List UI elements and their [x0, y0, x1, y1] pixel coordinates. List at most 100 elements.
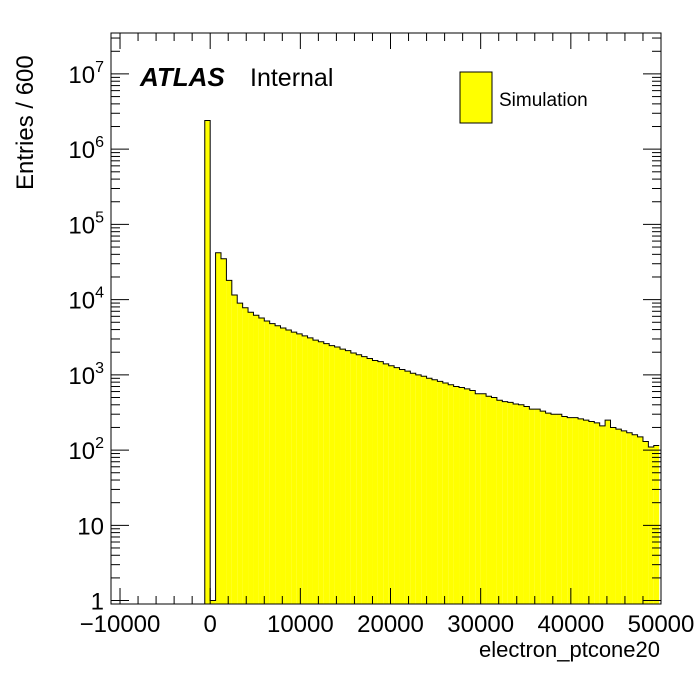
histogram-bar: [237, 303, 243, 604]
x-axis-label: electron_ptcone20: [479, 637, 660, 662]
histogram-bar: [221, 258, 227, 604]
histogram-bar: [496, 400, 503, 604]
histogram-bar: [464, 388, 470, 604]
histogram-bar: [653, 445, 660, 604]
histogram-bar: [626, 432, 633, 604]
histogram-bar: [431, 379, 438, 604]
histogram-bar: [583, 420, 589, 604]
histogram-bar: [264, 320, 270, 604]
histogram-bar: [350, 353, 357, 604]
histogram-bar: [253, 315, 259, 604]
legend-label: Simulation: [499, 90, 588, 111]
histogram-bar: [610, 427, 616, 604]
histogram-bar: [545, 413, 551, 604]
histogram-bar: [226, 280, 232, 604]
histogram-bar: [594, 422, 600, 604]
histogram-bar: [453, 386, 460, 604]
histogram-bar: [269, 323, 276, 604]
histogram-bar: [599, 425, 606, 604]
histogram-bar: [296, 333, 303, 604]
y-axis-label: Entries / 600: [12, 55, 39, 190]
histogram-bar: [415, 374, 422, 604]
histogram-bar: [410, 373, 416, 604]
histogram-bar: [340, 349, 346, 604]
x-tick-label: 40000: [537, 611, 604, 638]
x-tick-label: 10000: [267, 611, 334, 638]
histogram-bar: [302, 335, 308, 604]
x-tick-label: 30000: [447, 611, 514, 638]
y-tick-label: 107: [68, 59, 104, 89]
histogram-bar: [605, 420, 611, 604]
axis-ticks: [111, 33, 662, 604]
histogram-bar: [242, 307, 249, 604]
histogram-bar: [275, 325, 281, 604]
histogram-bar: [291, 332, 297, 604]
histogram-bar: [621, 430, 627, 604]
histogram-bar: [280, 327, 286, 604]
histogram-bar: [540, 411, 546, 604]
histogram-bar: [356, 354, 362, 604]
x-tick-label: 0: [204, 611, 217, 638]
histogram-bar: [361, 356, 368, 604]
y-tick-label: 105: [68, 209, 104, 239]
histogram-bar: [518, 404, 524, 604]
histogram-bar: [248, 312, 254, 604]
histogram-bar: [475, 393, 481, 604]
x-tick-labels: −10000 0 10000 20000 30000 40000 50000: [80, 611, 695, 638]
histogram-bar: [323, 343, 330, 604]
plot-frame: [110, 32, 662, 605]
histogram-bar: [394, 367, 400, 604]
y-tick-label: 103: [68, 360, 104, 390]
histogram-bar: [588, 421, 595, 604]
histogram-bar: [529, 409, 535, 604]
histogram-bar: [210, 600, 216, 604]
histogram-bar: [491, 397, 497, 604]
histogram-bar: [377, 361, 384, 604]
y-tick-label: 10: [77, 513, 104, 540]
histogram-bar: [567, 417, 573, 604]
histogram-bar: [307, 337, 313, 604]
histogram-bar: [372, 360, 378, 604]
legend: Simulation: [459, 71, 588, 124]
histogram-bar: [523, 406, 530, 604]
histogram-bar: [486, 396, 492, 604]
histogram-bar: [285, 329, 292, 604]
histogram-bar: [513, 403, 519, 604]
histogram-bar: [637, 436, 643, 604]
histogram-bar: [572, 417, 579, 604]
histogram-bar: [442, 382, 449, 604]
histogram-bar: [258, 317, 265, 604]
histogram-bar: [507, 402, 514, 604]
y-tick-label: 1: [91, 589, 104, 616]
histogram-bar: [632, 434, 638, 604]
x-tick-label: −10000: [80, 611, 161, 638]
histogram-bar: [459, 387, 465, 604]
histogram-bar: [312, 340, 319, 604]
histogram-bar: [426, 378, 432, 604]
histogram-bar: [404, 371, 411, 604]
histogram-bar: [561, 416, 568, 604]
x-tick-label: 50000: [628, 611, 695, 638]
histogram-bar: [388, 365, 395, 604]
histogram-bar: [318, 341, 324, 604]
x-tick-label: 20000: [357, 611, 424, 638]
y-tick-label: 106: [68, 134, 104, 164]
y-tick-labels: 1 10 102 103 104 105 106 107: [68, 59, 104, 616]
histogram-bar: [551, 414, 557, 604]
histogram-bar: [502, 401, 508, 604]
internal-label: Internal: [250, 64, 333, 92]
histogram-bar: [642, 441, 649, 604]
histogram-bar: [231, 295, 238, 604]
histogram-bar: [334, 346, 341, 604]
histogram-bar: [578, 418, 584, 604]
histogram-bar: [399, 369, 405, 604]
histogram-bar: [329, 345, 335, 604]
histogram-bar: [469, 390, 476, 604]
histogram-outline: [204, 120, 660, 604]
histogram-bars: [204, 120, 660, 604]
histogram-bar: [367, 358, 373, 604]
histogram-bar: [437, 381, 443, 604]
histogram-bar: [556, 414, 562, 604]
